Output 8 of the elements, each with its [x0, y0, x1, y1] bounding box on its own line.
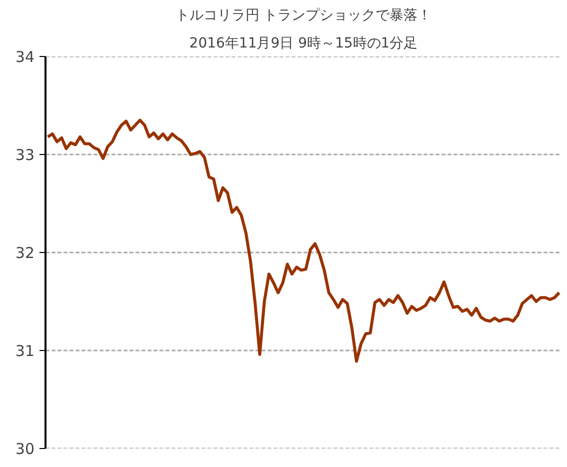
- y-tick-label: 31: [15, 342, 35, 360]
- y-tick-label: 33: [15, 146, 35, 164]
- y-tick-label: 30: [15, 440, 35, 458]
- y-tick-label: 34: [15, 48, 35, 66]
- line-series: [46, 118, 561, 363]
- chart-title: トルコリラ円 トランプショックで暴落！: [175, 8, 432, 24]
- y-tick-label: 32: [15, 244, 35, 262]
- chart-subtitle: 2016年11月9日 9時～15時の1分足: [189, 36, 418, 52]
